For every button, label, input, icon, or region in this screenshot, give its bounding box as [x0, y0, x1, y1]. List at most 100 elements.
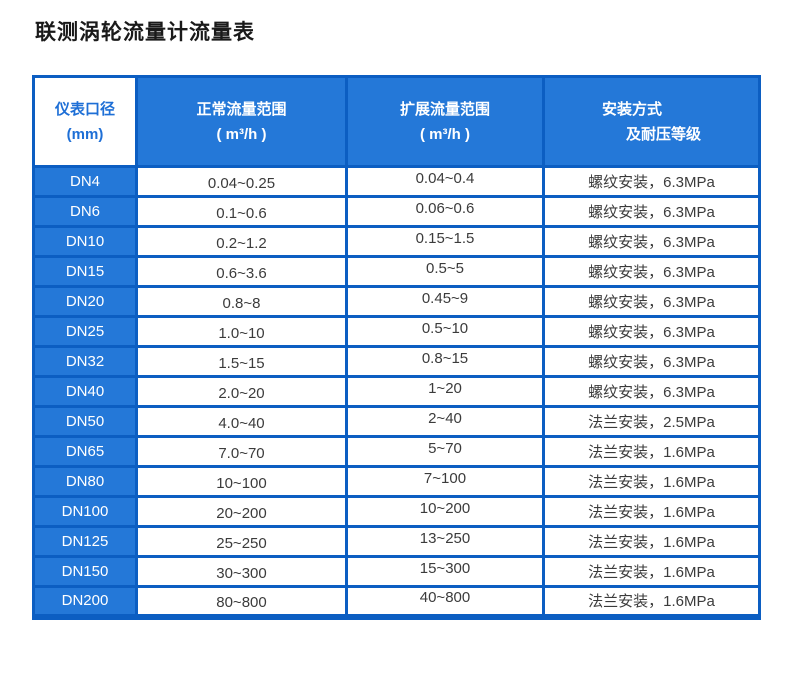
normal-range-cell: 0.1~0.6 [135, 195, 348, 228]
col-header-install-line1: 安装方式 [601, 100, 662, 118]
diameter-cell: DN65 [32, 435, 138, 468]
install-cell-text: 螺纹安装，6.3MPa [588, 294, 715, 311]
extended-range-cell: 0.04~0.4 [345, 165, 545, 198]
extended-range-cell-text: 5~70 [428, 440, 462, 457]
install-cell-text: 法兰安装，1.6MPa [588, 534, 715, 551]
extended-range-cell-text: 0.5~5 [426, 260, 464, 277]
normal-range-cell: 7.0~70 [135, 435, 348, 468]
col-header-install-line2: 及耐压等级 [625, 125, 701, 143]
table-body: DN4 0.04~0.25 0.04~0.4 螺纹安装，6.3MPa DN6 0.1~0.… [32, 165, 761, 618]
install-cell-text: 法兰安装，1.6MPa [588, 564, 715, 581]
normal-range-cell: 10~100 [135, 465, 348, 498]
extended-range-cell-text: 0.15~1.5 [415, 230, 475, 247]
diameter-cell: DN40 [32, 375, 138, 408]
diameter-cell: DN32 [32, 345, 138, 378]
extended-range-cell-text: 40~800 [419, 589, 471, 607]
install-cell: 法兰安装，1.6MPa [542, 465, 761, 498]
diameter-cell-text: DN15 [65, 263, 105, 280]
col-header-extended-range-line2: ( m³/h ) [420, 125, 470, 143]
normal-range-cell-text: 1.0~10 [218, 325, 265, 342]
diameter-cell: DN125 [32, 525, 138, 558]
diameter-cell-text: DN50 [65, 413, 105, 430]
install-cell-text: 螺纹安装，6.3MPa [588, 354, 715, 371]
extended-range-cell: 0.15~1.5 [345, 225, 545, 258]
diameter-cell: DN80 [32, 465, 138, 498]
diameter-cell-text: DN125 [61, 533, 109, 550]
normal-range-cell: 0.04~0.25 [135, 165, 348, 198]
install-cell: 法兰安装，1.6MPa [542, 555, 761, 588]
install-cell: 螺纹安装，6.3MPa [542, 285, 761, 318]
diameter-cell-text: DN80 [65, 473, 105, 490]
install-cell: 螺纹安装，6.3MPa [542, 375, 761, 408]
diameter-cell-text: DN25 [65, 323, 105, 340]
table-row: DN20 0.8~8 0.45~9 螺纹安装，6.3MPa [32, 285, 761, 318]
extended-range-cell-text: 0.04~0.4 [415, 170, 475, 187]
col-header-install: 安装方式 及耐压等级 [542, 75, 761, 168]
table-row: DN15 0.6~3.6 0.5~5 螺纹安装，6.3MPa [32, 255, 761, 288]
normal-range-cell-text: 1.5~15 [218, 355, 265, 372]
extended-range-cell: 10~200 [345, 495, 545, 528]
normal-range-cell: 0.8~8 [135, 285, 348, 318]
diameter-cell: DN150 [32, 555, 138, 588]
table-row: DN125 25~250 13~250 法兰安装，1.6MPa [32, 525, 761, 558]
diameter-cell: DN100 [32, 495, 138, 528]
install-cell-text: 螺纹安装，6.3MPa [588, 174, 715, 191]
diameter-cell: DN20 [32, 285, 138, 318]
extended-range-cell: 0.5~10 [345, 315, 545, 348]
table-header: 仪表口径 (mm) 正常流量范围 ( m³/h ) 扩展流量范围 ( m³/h … [32, 75, 761, 168]
normal-range-cell: 1.0~10 [135, 315, 348, 348]
col-header-extended-range-line1: 扩展流量范围 [399, 100, 490, 118]
normal-range-cell: 2.0~20 [135, 375, 348, 408]
install-cell-text: 法兰安装，1.6MPa [588, 444, 715, 461]
normal-range-cell-text: 4.0~40 [218, 415, 265, 432]
normal-range-cell: 1.5~15 [135, 345, 348, 378]
install-cell: 法兰安装，1.6MPa [542, 435, 761, 468]
extended-range-cell: 0.06~0.6 [345, 195, 545, 228]
diameter-cell-text: DN100 [61, 503, 109, 520]
normal-range-cell: 0.6~3.6 [135, 255, 348, 288]
diameter-cell: DN6 [32, 195, 138, 228]
table-row: DN200 80~800 40~800 法兰安装，1.6MPa [32, 585, 761, 618]
table-row: DN25 1.0~10 0.5~10 螺纹安装，6.3MPa [32, 315, 761, 348]
flow-rate-table: 仪表口径 (mm) 正常流量范围 ( m³/h ) 扩展流量范围 ( m³/h … [32, 75, 761, 620]
col-header-extended-range: 扩展流量范围 ( m³/h ) [345, 75, 545, 168]
table-row: DN80 10~100 7~100 法兰安装，1.6MPa [32, 465, 761, 498]
install-cell: 螺纹安装，6.3MPa [542, 255, 761, 288]
normal-range-cell: 25~250 [135, 525, 348, 558]
extended-range-cell-text: 15~300 [419, 560, 471, 577]
header-row: 仪表口径 (mm) 正常流量范围 ( m³/h ) 扩展流量范围 ( m³/h … [32, 75, 761, 168]
page-title: 联测涡轮流量计流量表 [35, 21, 255, 44]
diameter-cell: DN4 [32, 165, 138, 198]
diameter-cell-text: DN20 [65, 293, 105, 310]
install-cell: 螺纹安装，6.3MPa [542, 195, 761, 228]
normal-range-cell: 4.0~40 [135, 405, 348, 438]
normal-range-cell-text: 0.04~0.25 [207, 175, 276, 192]
extended-range-cell: 2~40 [345, 405, 545, 438]
diameter-cell: DN200 [32, 585, 138, 618]
table-row: DN65 7.0~70 5~70 法兰安装，1.6MPa [32, 435, 761, 468]
diameter-cell-text: DN40 [65, 383, 105, 400]
col-header-normal-range-line2: ( m³/h ) [216, 125, 267, 143]
install-cell-text: 法兰安装，1.6MPa [588, 474, 715, 491]
install-cell: 法兰安装，1.6MPa [542, 495, 761, 528]
table-row: DN6 0.1~0.6 0.06~0.6 螺纹安装，6.3MPa [32, 195, 761, 228]
extended-range-cell-text: 0.45~9 [421, 290, 469, 307]
diameter-cell-text: DN4 [69, 173, 100, 190]
extended-range-cell-text: 2~40 [428, 410, 462, 427]
install-cell-text: 螺纹安装，6.3MPa [588, 324, 715, 341]
table-row: DN32 1.5~15 0.8~15 螺纹安装，6.3MPa [32, 345, 761, 378]
extended-range-cell-text: 0.5~10 [421, 320, 469, 337]
diameter-cell-text: DN65 [65, 443, 105, 460]
normal-range-cell: 80~800 [135, 585, 348, 618]
col-header-diameter-line2: (mm) [66, 125, 104, 143]
diameter-cell: DN10 [32, 225, 138, 258]
install-cell: 法兰安装，1.6MPa [542, 585, 761, 618]
install-cell-text: 螺纹安装，6.3MPa [588, 264, 715, 281]
extended-range-cell: 1~20 [345, 375, 545, 408]
extended-range-cell: 5~70 [345, 435, 545, 468]
diameter-cell-text: DN6 [69, 203, 100, 220]
normal-range-cell-text: 25~250 [216, 535, 267, 552]
install-cell: 法兰安装，2.5MPa [542, 405, 761, 438]
install-cell: 螺纹安装，6.3MPa [542, 345, 761, 378]
table-row: DN50 4.0~40 2~40 法兰安装，2.5MPa [32, 405, 761, 438]
